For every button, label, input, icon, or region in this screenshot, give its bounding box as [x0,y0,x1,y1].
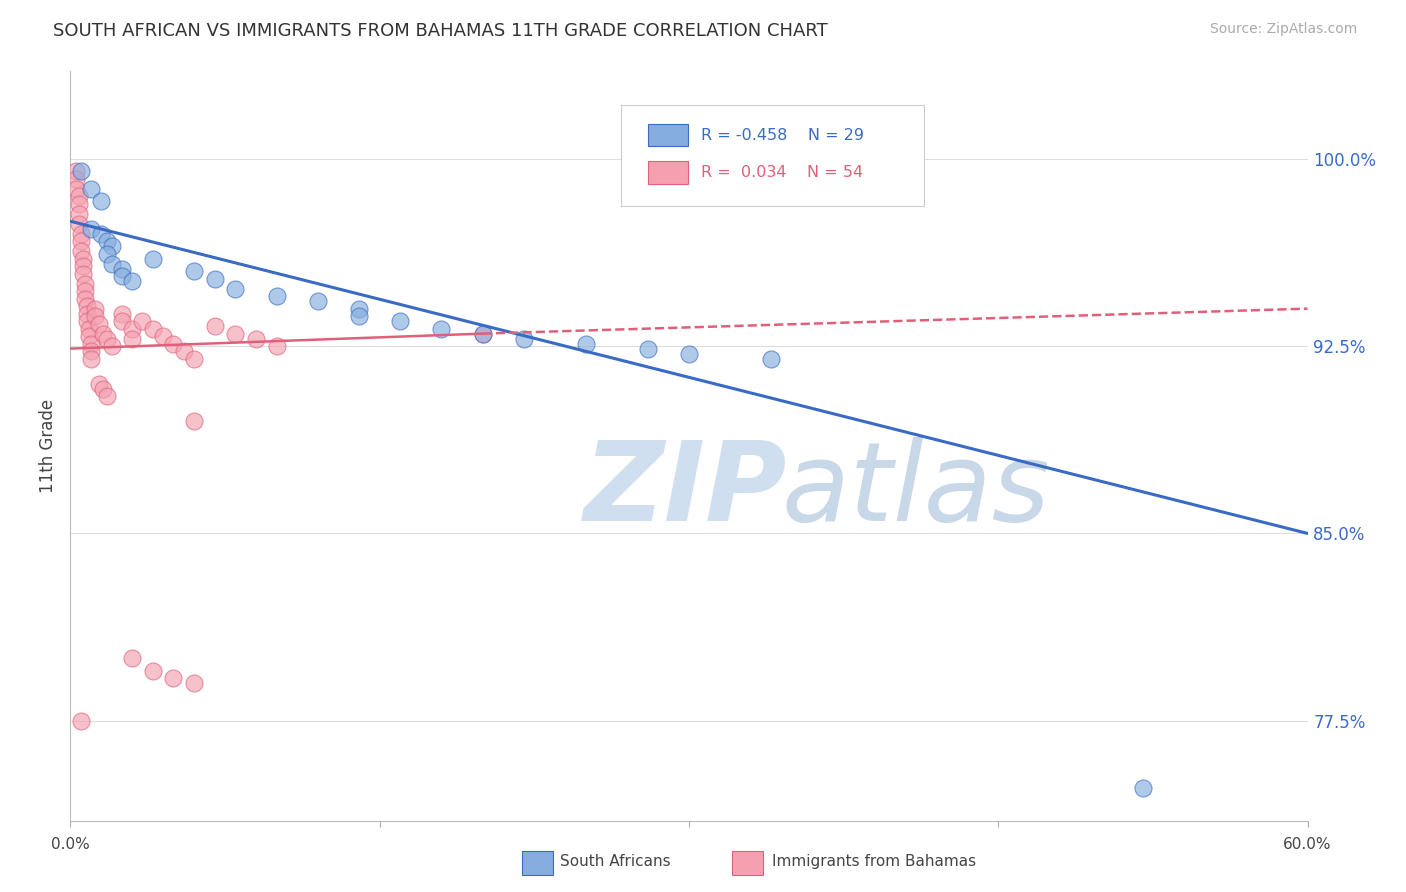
Point [121,321,143,335]
Text: Immigrants from Bahamas: Immigrants from Bahamas [772,855,976,870]
Text: SOUTH AFRICAN VS IMMIGRANTS FROM BAHAMAS 11TH GRADE CORRELATION CHART: SOUTH AFRICAN VS IMMIGRANTS FROM BAHAMAS… [53,22,828,40]
Point [69,714,91,728]
Text: atlas: atlas [782,437,1050,544]
Point [513,332,536,346]
Point [72,252,94,266]
Text: R =  0.034    N = 54: R = 0.034 N = 54 [702,165,863,180]
Point [67,196,90,211]
Point [65,164,87,178]
Point [1132,781,1154,796]
Point [73,284,96,298]
Point [80,351,103,366]
Point [152,329,174,343]
Point [80,344,103,359]
Point [69,244,91,259]
Point [91,326,114,341]
Point [67,217,90,231]
Point [84,301,107,316]
Point [96,234,118,248]
Point [80,182,103,196]
Text: ZIP: ZIP [583,437,787,544]
Point [89,317,111,331]
Point [89,376,111,391]
Point [67,207,90,221]
Point [84,309,107,323]
Point [73,277,96,291]
FancyBboxPatch shape [621,105,924,206]
Point [183,264,205,278]
Point [471,326,494,341]
Point [80,221,103,235]
Point [131,314,153,328]
Point [245,332,267,346]
Point [69,227,91,241]
Point [142,252,165,266]
Point [65,182,87,196]
Point [91,382,114,396]
Point [121,332,143,346]
Bar [648,124,688,146]
Point [347,301,370,316]
Point [224,282,246,296]
Point [173,344,195,359]
Point [72,267,94,281]
Point [96,246,118,260]
Point [65,171,87,186]
Point [142,321,165,335]
Point [224,326,246,341]
Point [266,339,288,353]
Point [111,307,134,321]
Point [96,389,118,403]
Point [430,321,453,335]
Point [100,239,122,253]
Text: 60.0%: 60.0% [1284,837,1331,852]
Point [678,346,700,360]
Point [471,326,494,341]
Point [121,274,143,288]
Point [183,414,205,428]
Point [77,321,100,335]
Point [111,314,134,328]
Y-axis label: 11th Grade: 11th Grade [39,399,58,493]
Point [111,261,134,276]
Text: 0.0%: 0.0% [51,837,90,852]
Point [347,309,370,323]
Point [183,351,205,366]
Point [204,319,226,334]
Point [204,271,226,285]
Point [575,336,598,351]
Point [142,664,165,678]
Bar [733,851,763,875]
Point [76,314,98,328]
Point [637,342,659,356]
Point [266,289,288,303]
Point [761,351,783,366]
Point [100,339,122,353]
Point [96,332,118,346]
Point [162,336,184,351]
Point [69,164,91,178]
Point [76,299,98,313]
Text: Source: ZipAtlas.com: Source: ZipAtlas.com [1209,22,1357,37]
Point [121,651,143,665]
Point [90,194,112,209]
Point [307,294,329,309]
Point [69,234,91,248]
Text: South Africans: South Africans [560,855,671,870]
Point [389,314,412,328]
Point [72,259,94,273]
Point [90,227,112,241]
Point [76,307,98,321]
Bar [522,851,553,875]
Point [73,292,96,306]
Point [100,257,122,271]
Point [183,676,205,690]
Bar [648,161,688,184]
Point [111,269,134,284]
Text: R = -0.458    N = 29: R = -0.458 N = 29 [702,128,865,143]
Point [77,329,100,343]
Point [162,671,184,685]
Point [80,336,103,351]
Point [67,189,90,203]
